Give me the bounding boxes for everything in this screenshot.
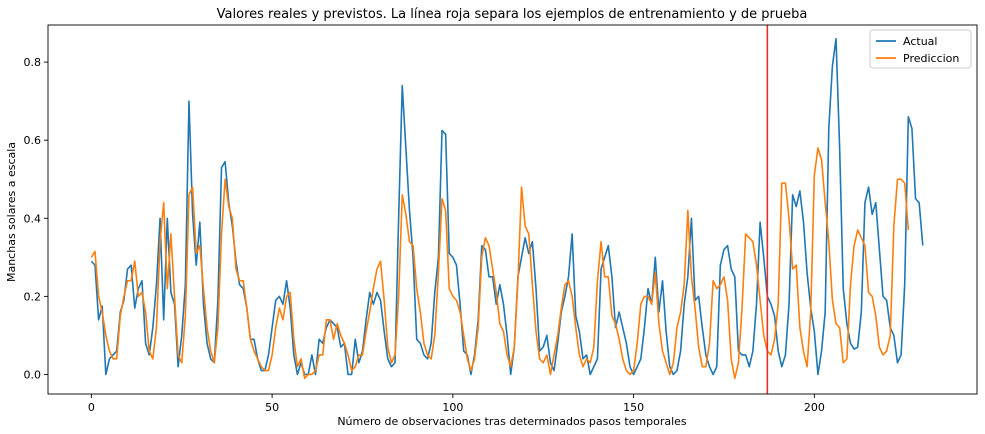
y-tick-label: 0.8 [24,56,42,69]
legend-label-prediccion: Prediccion [903,52,959,65]
y-axis-label: Manchas solares a escala [5,142,18,282]
x-tick-label: 100 [442,401,463,414]
chart-title: Valores reales y previstos. La línea roj… [217,7,808,22]
x-axis-label: Número de observaciones tras determinado… [337,415,687,428]
series-layer [90,37,924,380]
axes-frame [47,24,978,395]
legend: Actual Prediccion [869,29,972,69]
y-tick-label: 0.6 [24,134,42,147]
series-line-prediccion [90,147,910,380]
legend-label-actual: Actual [903,35,937,48]
x-tick-label: 150 [623,401,644,414]
series-line-actual [90,37,924,376]
axes-layer: 0 50 100 150 200 0.0 0.2 0.4 0.6 0.8 [24,24,978,414]
y-tick-label: 0.4 [24,212,42,225]
y-tick-label: 0.2 [24,290,42,303]
x-tick-label: 200 [804,401,825,414]
x-tick-label: 0 [88,401,95,414]
y-tick-label: 0.0 [24,368,42,381]
x-tick-label: 50 [265,401,279,414]
